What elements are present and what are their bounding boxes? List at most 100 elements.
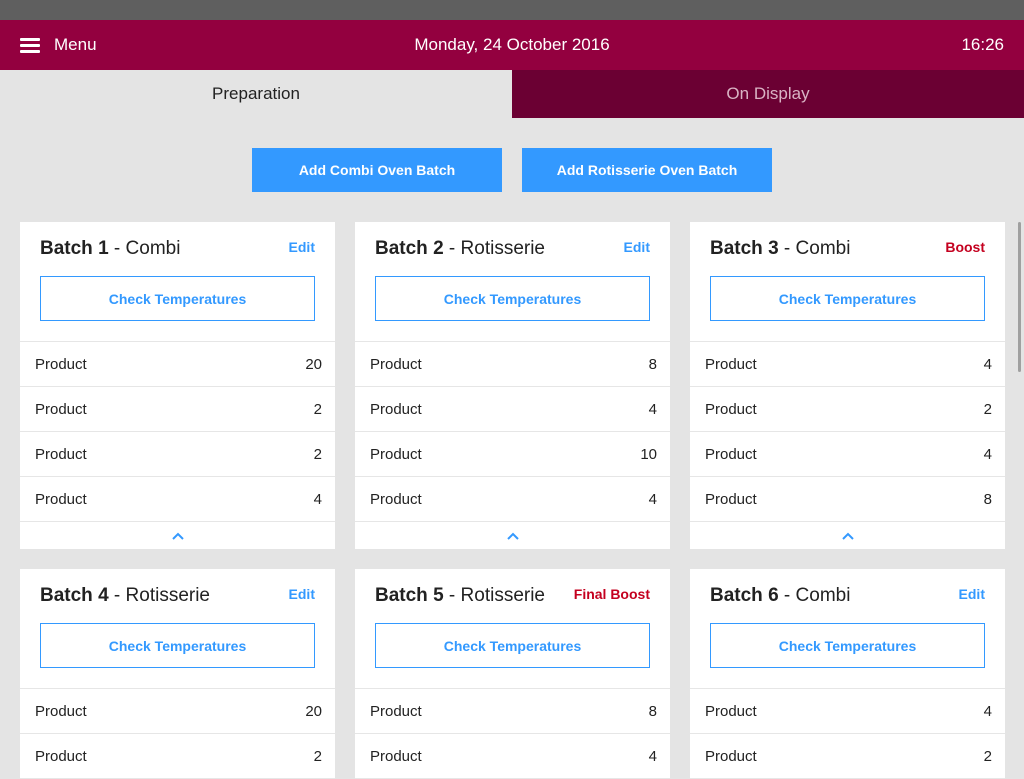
product-row[interactable]: Product 10 [355, 432, 670, 477]
check-temperatures-button[interactable]: Check Temperatures [375, 276, 650, 321]
product-name: Product [35, 445, 87, 463]
product-name: Product [35, 490, 87, 508]
product-list: Product 8 Product 4 [355, 688, 670, 779]
batch-title: Batch 3 - Combi [710, 238, 985, 260]
add-rotisserie-oven-batch-button[interactable]: Add Rotisserie Oven Batch [522, 148, 772, 192]
product-row[interactable]: Product 20 [20, 689, 335, 734]
batch-actions: Add Combi Oven Batch Add Rotisserie Oven… [0, 148, 1024, 192]
product-row[interactable]: Product 2 [20, 387, 335, 432]
product-quantity: 2 [983, 747, 992, 765]
product-quantity: 2 [313, 445, 322, 463]
product-quantity: 2 [313, 747, 322, 765]
product-quantity: 4 [648, 747, 657, 765]
check-temperatures-button[interactable]: Check Temperatures [710, 276, 985, 321]
product-quantity: 2 [313, 400, 322, 418]
batch-title-separator: - [443, 238, 461, 259]
batch-title-separator: - [778, 238, 796, 259]
collapse-button[interactable] [355, 522, 670, 549]
batch-title-separator: - [108, 238, 126, 259]
batch-card-header: Batch 1 - Combi Edit [20, 222, 335, 276]
product-name: Product [705, 702, 757, 720]
batch-card-header: Batch 6 - Combi Edit [690, 569, 1005, 623]
tab-bar: Preparation On Display [0, 70, 1024, 118]
product-row[interactable]: Product 4 [20, 477, 335, 522]
product-quantity: 4 [648, 490, 657, 508]
batch-card: Batch 5 - Rotisserie Final Boost Check Tem… [355, 569, 670, 779]
batch-number: Batch 2 [375, 238, 444, 259]
batch-edit-action[interactable]: Edit [288, 239, 315, 255]
check-temperatures-button[interactable]: Check Temperatures [710, 623, 985, 668]
product-name: Product [705, 400, 757, 418]
batch-card-header: Batch 3 - Combi Boost [690, 222, 1005, 276]
product-row[interactable]: Product 8 [355, 689, 670, 734]
product-list: Product 20 Product 2 [20, 688, 335, 779]
product-name: Product [370, 445, 422, 463]
product-row[interactable]: Product 4 [690, 689, 1005, 734]
batch-number: Batch 3 [710, 238, 779, 259]
hamburger-icon [20, 37, 40, 53]
collapse-button[interactable] [690, 522, 1005, 549]
collapse-button[interactable] [20, 522, 335, 549]
product-list: Product 20 Product 2 Product 2 Product 4 [20, 341, 335, 522]
batch-oven-type: Combi [795, 238, 851, 259]
batch-oven-type: Rotisserie [125, 585, 211, 606]
product-quantity: 20 [305, 702, 322, 720]
product-quantity: 8 [983, 490, 992, 508]
product-row[interactable]: Product 2 [690, 387, 1005, 432]
batch-title: Batch 5 - Rotisserie [375, 585, 650, 607]
batch-oven-type: Rotisserie [460, 238, 546, 259]
batch-number: Batch 1 [40, 238, 109, 259]
product-name: Product [370, 400, 422, 418]
batch-edit-action[interactable]: Edit [623, 239, 650, 255]
check-temperatures-button[interactable]: Check Temperatures [375, 623, 650, 668]
batch-card-header: Batch 2 - Rotisserie Edit [355, 222, 670, 276]
menu-button[interactable]: Menu [20, 35, 97, 55]
product-row[interactable]: Product 8 [355, 342, 670, 387]
chevron-up-icon [841, 527, 854, 545]
product-row[interactable]: Product 4 [690, 342, 1005, 387]
product-row[interactable]: Product 4 [355, 734, 670, 779]
product-quantity: 20 [305, 355, 322, 373]
product-row[interactable]: Product 4 [355, 477, 670, 522]
batch-oven-type: Rotisserie [460, 585, 546, 606]
batch-boost-action[interactable]: Boost [945, 239, 985, 255]
check-temperatures-button[interactable]: Check Temperatures [40, 623, 315, 668]
batch-title-separator: - [108, 585, 126, 606]
product-quantity: 2 [983, 400, 992, 418]
batch-card: Batch 2 - Rotisserie Edit Check Temperatur… [355, 222, 670, 549]
product-row[interactable]: Product 8 [690, 477, 1005, 522]
product-quantity: 4 [983, 355, 992, 373]
batch-oven-type: Combi [125, 238, 181, 259]
menu-label: Menu [54, 35, 97, 54]
batch-card-header: Batch 4 - Rotisserie Edit [20, 569, 335, 623]
product-row[interactable]: Product 2 [20, 734, 335, 779]
product-row[interactable]: Product 2 [20, 432, 335, 477]
batch-edit-action[interactable]: Edit [958, 586, 985, 602]
tab-preparation[interactable]: Preparation [0, 70, 512, 118]
product-row[interactable]: Product 4 [690, 432, 1005, 477]
batch-card: Batch 3 - Combi Boost Check Temperatures Pr… [690, 222, 1005, 549]
batch-card-header: Batch 5 - Rotisserie Final Boost [355, 569, 670, 623]
batch-title: Batch 4 - Rotisserie [40, 585, 315, 607]
batch-title: Batch 1 - Combi [40, 238, 315, 260]
product-name: Product [370, 702, 422, 720]
product-name: Product [35, 400, 87, 418]
product-row[interactable]: Product 4 [355, 387, 670, 432]
batch-oven-type: Combi [795, 585, 851, 606]
chevron-up-icon [171, 527, 184, 545]
add-combi-oven-batch-button[interactable]: Add Combi Oven Batch [252, 148, 502, 192]
header-date: Monday, 24 October 2016 [414, 35, 610, 54]
product-row[interactable]: Product 2 [690, 734, 1005, 779]
product-name: Product [705, 747, 757, 765]
batch-card: Batch 1 - Combi Edit Check Temperatures Pro… [20, 222, 335, 549]
product-row[interactable]: Product 20 [20, 342, 335, 387]
batch-boost-action[interactable]: Final Boost [573, 586, 650, 602]
tab-on-display[interactable]: On Display [512, 70, 1024, 118]
batch-edit-action[interactable]: Edit [288, 586, 315, 602]
check-temperatures-button[interactable]: Check Temperatures [40, 276, 315, 321]
batch-number: Batch 6 [710, 585, 779, 606]
scrollbar[interactable] [1018, 222, 1021, 372]
product-name: Product [370, 490, 422, 508]
batch-title-separator: - [443, 585, 461, 606]
product-name: Product [35, 747, 87, 765]
